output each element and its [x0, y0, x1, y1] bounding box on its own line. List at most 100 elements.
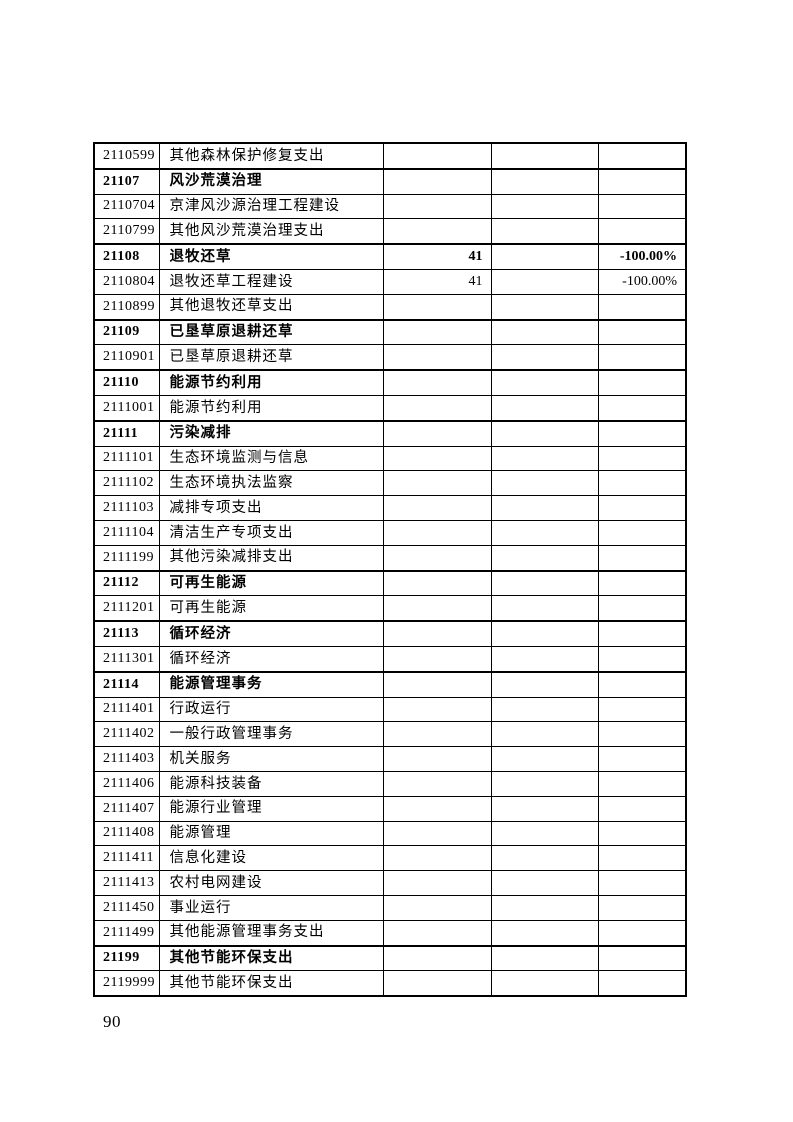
code-cell: 2111403: [93, 746, 160, 772]
budget-cell: [490, 394, 599, 422]
amount-cell: [382, 795, 492, 822]
pct-cell: [597, 193, 687, 220]
code-cell: 2111450: [93, 894, 160, 921]
code-cell: 2111102: [93, 470, 160, 497]
table-row: 2111408 能源管理: [93, 820, 687, 847]
amount-cell: [382, 645, 492, 673]
budget-cell: [490, 544, 599, 572]
amount-cell: [382, 595, 492, 622]
budget-cell: [490, 696, 599, 723]
amount-cell: [382, 845, 492, 872]
code-cell: 2111499: [93, 919, 160, 947]
amount-cell: [382, 495, 492, 521]
table-row: 21114 能源管理事务: [93, 670, 687, 698]
table-row: 2111402 一般行政管理事务: [93, 721, 687, 748]
code-cell: 21199: [93, 944, 160, 972]
name-cell: 能源管理: [158, 820, 384, 847]
name-cell: 行政运行: [158, 696, 384, 723]
budget-cell: [490, 344, 599, 371]
name-cell: 信息化建设: [158, 845, 384, 872]
name-cell: 可再生能源: [158, 595, 384, 622]
pct-cell: [597, 544, 687, 572]
name-cell: 生态环境执法监察: [158, 470, 384, 497]
amount-cell: [382, 142, 492, 170]
pct-cell: [597, 470, 687, 497]
table-row: 2111406 能源科技装备: [93, 770, 687, 797]
name-cell: 污染减排: [158, 419, 384, 447]
table-row: 2111201 可再生能源: [93, 595, 687, 622]
amount-cell: [382, 544, 492, 572]
budget-cell: [490, 470, 599, 497]
pct-cell: [597, 369, 687, 396]
code-cell: 21107: [93, 167, 160, 195]
amount-cell: [382, 696, 492, 723]
name-cell: 能源行业管理: [158, 795, 384, 822]
budget-cell: [490, 569, 599, 597]
budget-cell: [490, 721, 599, 748]
code-cell: 2110899: [93, 293, 160, 321]
pct-cell: [597, 845, 687, 872]
table-row: 2111103 减排专项支出: [93, 495, 687, 521]
amount-cell: [382, 820, 492, 847]
table-row: 21111 污染减排: [93, 419, 687, 447]
table-row: 21110 能源节约利用: [93, 369, 687, 396]
amount-cell: [382, 770, 492, 797]
pct-cell: [597, 721, 687, 748]
amount-cell: [382, 293, 492, 321]
budget-cell: [490, 369, 599, 396]
budget-table: 2110599 其他森林保护修复支出 21107 风沙荒漠治理 2110704 京津风沙源…: [93, 142, 687, 998]
amount-cell: [382, 670, 492, 698]
pct-cell: [597, 645, 687, 673]
amount-cell: [382, 721, 492, 748]
code-cell: 21113: [93, 620, 160, 647]
pct-cell: -100.00%: [597, 243, 687, 270]
name-cell: 退牧还草: [158, 243, 384, 270]
amount-cell: [382, 620, 492, 647]
pct-cell: [597, 670, 687, 698]
code-cell: 2111407: [93, 795, 160, 822]
pct-cell: [597, 870, 687, 896]
pct-cell: [597, 944, 687, 972]
table-row: 2111403 机关服务: [93, 746, 687, 772]
table-row: 21107 风沙荒漠治理: [93, 167, 687, 195]
code-cell: 21108: [93, 243, 160, 270]
name-cell: 能源节约利用: [158, 394, 384, 422]
amount-cell: [382, 746, 492, 772]
name-cell: 事业运行: [158, 894, 384, 921]
table-row: 2110599 其他森林保护修复支出: [93, 142, 687, 170]
name-cell: 其他退牧还草支出: [158, 293, 384, 321]
code-cell: 2111408: [93, 820, 160, 847]
budget-cell: [490, 645, 599, 673]
code-cell: 21114: [93, 670, 160, 698]
pct-cell: [597, 696, 687, 723]
amount-cell: [382, 369, 492, 396]
budget-cell: [490, 746, 599, 772]
pct-cell: [597, 318, 687, 346]
budget-cell: [490, 845, 599, 872]
code-cell: 2111413: [93, 870, 160, 896]
budget-cell: [490, 167, 599, 195]
budget-cell: [490, 268, 599, 295]
amount-cell: [382, 193, 492, 220]
name-cell: 已垦草原退耕还草: [158, 318, 384, 346]
pct-cell: [597, 746, 687, 772]
budget-cell: [490, 894, 599, 921]
table-row: 21109 已垦草原退耕还草: [93, 318, 687, 346]
amount-cell: [382, 167, 492, 195]
table-row: 2110899 其他退牧还草支出: [93, 293, 687, 321]
name-cell: 其他能源管理事务支出: [158, 919, 384, 947]
budget-cell: [490, 419, 599, 447]
pct-cell: [597, 770, 687, 797]
code-cell: 21109: [93, 318, 160, 346]
code-cell: 2111406: [93, 770, 160, 797]
table-body: 2110599 其他森林保护修复支出 21107 风沙荒漠治理 2110704 京津风沙源…: [93, 142, 687, 997]
amount-cell: 41: [382, 243, 492, 270]
code-cell: 2110599: [93, 142, 160, 170]
table-row: 2111401 行政运行: [93, 696, 687, 723]
name-cell: 清洁生产专项支出: [158, 519, 384, 546]
table-row: 21112 可再生能源: [93, 569, 687, 597]
table-row: 2111199 其他污染减排支出: [93, 544, 687, 572]
amount-cell: [382, 318, 492, 346]
amount-cell: 41: [382, 268, 492, 295]
amount-cell: [382, 944, 492, 972]
